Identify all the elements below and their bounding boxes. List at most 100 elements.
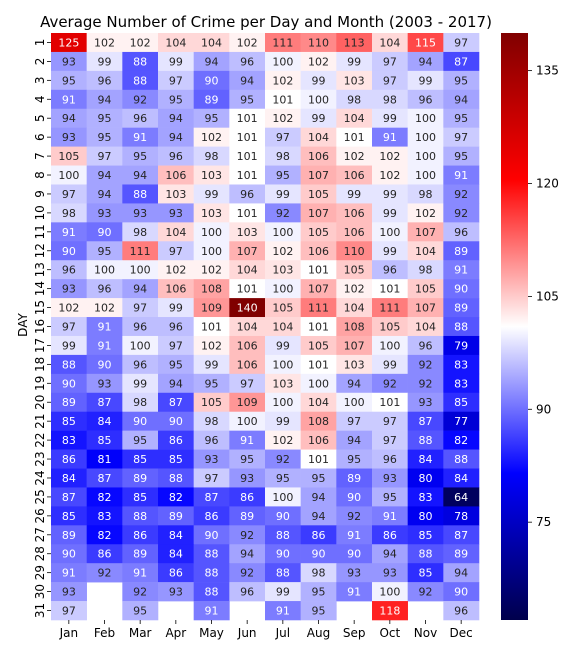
heatmap-cell-day13-Sep <box>336 260 373 280</box>
cell-value-label-day3-Apr: 97 <box>169 74 183 87</box>
heatmap-cell-day7-May <box>193 146 230 166</box>
cell-value-label-day4-Aug: 100 <box>308 93 329 106</box>
cell-value-label-day2-Nov: 94 <box>419 55 433 68</box>
cell-value-label-day9-Nov: 98 <box>419 188 433 201</box>
heatmap-cell-day5-Dec <box>443 108 480 128</box>
heatmap-cell-day2-Mar <box>122 51 159 72</box>
cell-value-label-day28-Jun: 94 <box>240 548 254 561</box>
heatmap-cell-day29-May <box>193 563 230 583</box>
heatmap-cell-day15-Dec <box>443 298 480 318</box>
heatmap-cell-day3-Jan <box>51 70 87 91</box>
cell-value-label-day26-Oct: 91 <box>383 510 397 523</box>
cell-value-label-day13-Jan: 96 <box>62 264 76 277</box>
heatmap-cell-day21-Jul <box>265 411 301 431</box>
cell-value-label-day20-Jun: 109 <box>237 396 258 409</box>
heatmap-cell-day11-Sep <box>336 222 373 242</box>
heatmap-cell-day20-Dec <box>443 392 480 413</box>
heatmap-cell-day4-Aug <box>300 89 337 110</box>
cell-value-label-day4-Nov: 96 <box>419 93 433 106</box>
heatmap-cell-day23-Sep <box>336 449 373 469</box>
cell-value-label-day12-Aug: 106 <box>308 245 329 258</box>
heatmap-cell-day19-Oct <box>372 373 408 394</box>
cell-value-label-day11-Jan: 91 <box>62 226 76 239</box>
y-tick-label-11: 11 <box>33 224 47 239</box>
cell-value-label-day3-Feb: 96 <box>98 74 112 87</box>
heatmap-cell-day14-Jan <box>51 279 87 299</box>
heatmap-cell-day23-Mar <box>122 449 159 469</box>
cell-value-label-day10-Aug: 107 <box>308 207 329 220</box>
heatmap-cell-day7-Jun <box>229 146 266 166</box>
heatmap-cell-day11-Nov <box>407 222 444 242</box>
y-tick-label-27: 27 <box>33 527 47 542</box>
cell-value-label-day27-Apr: 84 <box>169 529 183 542</box>
y-tick-label-24: 24 <box>33 470 47 485</box>
heatmap-cell-day1-Jun <box>229 33 266 53</box>
x-tick-label-May: May <box>199 626 224 640</box>
cell-value-label-day19-Aug: 100 <box>308 377 329 390</box>
cell-value-label-day25-Jun: 86 <box>240 491 254 504</box>
heatmap-cell-day16-Nov <box>407 317 444 337</box>
cell-value-label-day5-May: 95 <box>205 112 219 125</box>
heatmap-cell-day21-Sep <box>336 411 373 431</box>
cell-value-label-day28-Apr: 84 <box>169 548 183 561</box>
cell-value-label-day18-Dec: 83 <box>454 358 468 371</box>
cell-value-label-day7-Feb: 97 <box>98 150 112 163</box>
cell-value-label-day3-May: 90 <box>205 74 219 87</box>
heatmap-cell-day7-Jan <box>51 146 87 166</box>
heatmap-cell-day8-Apr <box>158 165 194 185</box>
cell-value-label-day23-Mar: 85 <box>133 453 147 466</box>
heatmap-cell-day20-Nov <box>407 392 444 413</box>
heatmap-cell-day17-Jun <box>229 335 266 356</box>
y-tick-label-2: 2 <box>33 58 47 66</box>
cell-value-label-day26-Aug: 94 <box>312 510 326 523</box>
cell-value-label-day9-Oct: 99 <box>383 188 397 201</box>
heatmap-cell-day10-Sep <box>336 203 373 223</box>
heatmap-cell-day4-Nov <box>407 89 444 110</box>
heatmap-cell-day23-Oct <box>372 449 408 469</box>
cell-value-label-day31-Oct: 118 <box>379 605 400 618</box>
heatmap-cell-day20-Jun <box>229 392 266 413</box>
cell-value-label-day10-Dec: 92 <box>454 207 468 220</box>
heatmap-cell-day1-Oct <box>372 33 408 53</box>
cell-value-label-day27-Jun: 92 <box>240 529 254 542</box>
cell-value-label-day30-Jul: 99 <box>276 586 290 599</box>
cell-value-label-day22-Jul: 102 <box>272 434 293 447</box>
cell-value-label-day20-Jul: 100 <box>272 396 293 409</box>
cell-value-label-day26-Nov: 80 <box>419 510 433 523</box>
heatmap-cell-day3-Sep <box>336 70 373 91</box>
cell-value-label-day5-Jun: 101 <box>237 112 258 125</box>
heatmap-cell-day13-Aug <box>300 260 337 280</box>
heatmap-cell-day14-Nov <box>407 279 444 299</box>
heatmap-cell-day18-Nov <box>407 354 444 375</box>
cell-value-label-day3-Mar: 88 <box>133 74 147 87</box>
cell-value-label-day10-Nov: 102 <box>415 207 436 220</box>
cell-value-label-day13-Apr: 102 <box>165 264 186 277</box>
heatmap-cell-day22-Aug <box>300 430 337 450</box>
heatmap-cell-day1-Aug <box>300 33 337 53</box>
heatmap-cell-day31-May <box>193 601 230 621</box>
heatmap-cell-day5-Jul <box>265 108 301 128</box>
cell-value-label-day17-Dec: 79 <box>454 339 468 352</box>
heatmap-cell-day15-Apr <box>158 298 194 318</box>
cell-value-label-day19-Apr: 94 <box>169 377 183 390</box>
heatmap-cell-day19-Sep <box>336 373 373 394</box>
cell-value-label-day22-Sep: 94 <box>347 434 361 447</box>
cell-value-label-day24-Feb: 87 <box>98 472 112 485</box>
heatmap-cell-day29-Mar <box>122 563 159 583</box>
heatmap-cell-day18-Jul <box>265 354 301 375</box>
heatmap-cell-day24-Aug <box>300 468 337 488</box>
cell-value-label-day25-May: 87 <box>205 491 219 504</box>
heatmap-cell-day11-Oct <box>372 222 408 242</box>
cell-value-label-day3-Nov: 99 <box>419 74 433 87</box>
heatmap-cell-day22-May <box>193 430 230 450</box>
cell-value-label-day2-Jul: 100 <box>272 55 293 68</box>
heatmap-cell-day13-Jul <box>265 260 301 280</box>
heatmap-cell-day12-Sep <box>336 241 373 261</box>
cell-value-label-day8-Dec: 91 <box>454 169 468 182</box>
cell-value-label-day23-Nov: 84 <box>419 453 433 466</box>
cell-value-label-day11-Oct: 100 <box>379 226 400 239</box>
heatmap-cell-day23-Dec <box>443 449 480 469</box>
cell-value-label-day29-Aug: 98 <box>312 567 326 580</box>
heatmap-cell-day22-Mar <box>122 430 159 450</box>
heatmap-cell-day14-Jun <box>229 279 266 299</box>
